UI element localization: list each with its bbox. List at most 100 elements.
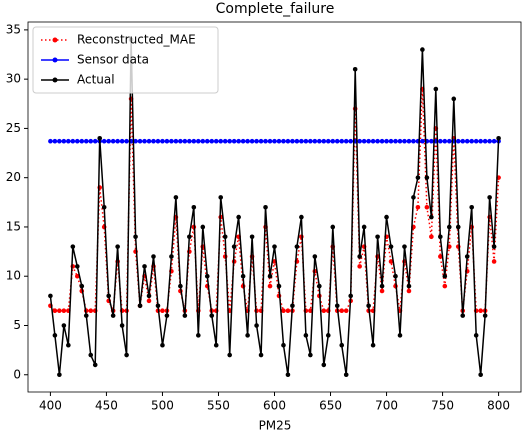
point (196, 333, 201, 338)
point (79, 283, 85, 289)
point (146, 138, 152, 144)
point (267, 138, 273, 144)
legend-label: Reconstructed_MAE (77, 33, 196, 47)
point (88, 308, 94, 314)
point (433, 86, 439, 92)
point (491, 244, 497, 249)
y-tick-label: 20 (6, 170, 21, 184)
point (299, 138, 304, 144)
point (446, 138, 452, 144)
point (321, 138, 327, 144)
point (101, 138, 107, 144)
point (285, 372, 291, 378)
point (478, 308, 483, 314)
point (142, 264, 147, 269)
point (137, 138, 143, 144)
point (406, 288, 412, 294)
point (61, 138, 67, 144)
point (110, 138, 116, 144)
point (75, 138, 80, 144)
point (393, 273, 398, 279)
point (187, 138, 192, 144)
point (66, 138, 71, 144)
point (249, 234, 255, 240)
point (164, 313, 170, 318)
point (169, 138, 174, 144)
point (160, 308, 165, 314)
point (196, 138, 201, 144)
point (101, 204, 107, 210)
point (218, 138, 224, 144)
legend-marker (52, 57, 58, 63)
point (343, 372, 349, 378)
point (272, 138, 277, 144)
point (97, 135, 103, 141)
point (460, 313, 466, 318)
point (285, 308, 291, 314)
point (178, 283, 183, 289)
point (231, 138, 237, 144)
point (281, 342, 286, 348)
x-tick-label: 400 (39, 399, 62, 413)
point (473, 333, 479, 338)
y-tick-label: 10 (6, 269, 21, 283)
point (438, 254, 443, 259)
point (308, 352, 313, 358)
point (227, 138, 232, 144)
point (57, 138, 62, 144)
point (325, 333, 331, 338)
point (75, 273, 80, 279)
x-tick-label: 750 (431, 399, 454, 413)
legend-marker (52, 37, 58, 43)
point (469, 138, 475, 144)
point (290, 138, 295, 144)
point (213, 342, 219, 348)
y-tick-label: 25 (6, 121, 21, 135)
point (442, 138, 448, 144)
point (213, 138, 219, 144)
point (204, 138, 210, 144)
point (460, 138, 466, 144)
point (92, 138, 98, 144)
point (173, 138, 179, 144)
point (455, 224, 461, 230)
point (438, 234, 443, 240)
point (106, 293, 111, 299)
point (352, 66, 358, 72)
point (339, 308, 345, 314)
x-tick-label: 450 (95, 399, 118, 413)
point (388, 138, 394, 144)
point (119, 323, 125, 328)
point (182, 138, 188, 144)
point (218, 195, 224, 200)
point (240, 273, 246, 279)
point (357, 264, 362, 269)
point (415, 204, 421, 210)
point (361, 224, 367, 230)
point (70, 244, 76, 249)
point (478, 138, 483, 144)
point (482, 138, 488, 144)
point (200, 224, 206, 230)
point (272, 244, 277, 249)
point (61, 323, 67, 328)
point (393, 138, 398, 144)
point (281, 138, 286, 144)
point (263, 204, 268, 210)
point (133, 234, 138, 240)
point (254, 323, 259, 328)
point (330, 224, 336, 230)
point (119, 138, 125, 144)
point (473, 138, 479, 144)
point (66, 342, 71, 348)
point (276, 283, 282, 289)
point (151, 138, 156, 144)
point (222, 234, 228, 240)
y-tick-label: 5 (13, 318, 21, 332)
point (317, 138, 322, 144)
point (115, 244, 120, 249)
y-tick-label: 35 (6, 22, 21, 36)
point (429, 138, 434, 144)
legend-label: Actual (77, 73, 115, 87)
point (245, 138, 250, 144)
